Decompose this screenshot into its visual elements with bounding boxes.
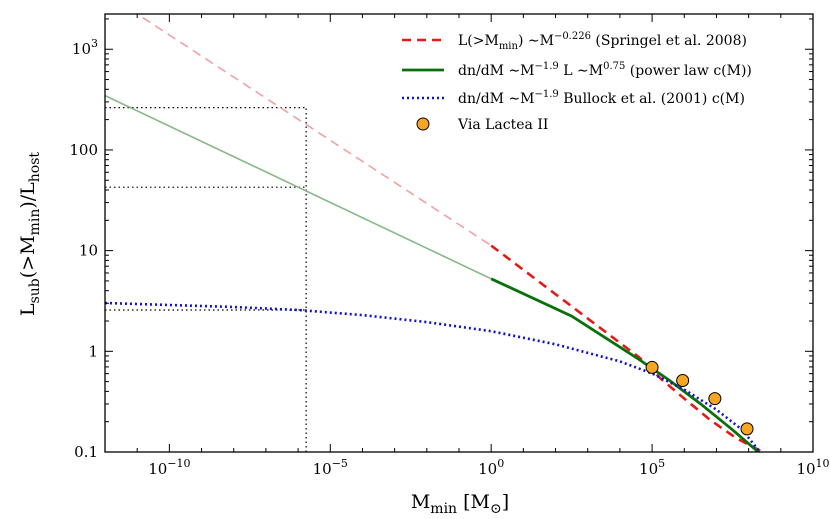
legend-label-bullock: dn/dM ∼M−1.9 Bullock et al. (2001) c(M) [458,89,745,107]
legend-label-via-lactea: Via Lactea II [457,117,548,133]
y-tick-label: 103 [72,37,98,58]
guide-lines [105,107,307,452]
series-springel-faint [135,14,492,247]
via-lactea-markers [645,360,754,436]
via-lactea-point [676,374,690,388]
series-bullock [105,301,760,451]
legend-marker-via-lactea [416,117,430,131]
via-lactea-point [708,392,722,406]
via-lactea-point [740,422,754,436]
y-tick-label: 0.1 [74,443,98,461]
axis-tick-labels: 10−10 10−5 100 105 1010 0.1 1 10 100 103 [69,37,829,478]
legend-label-springel: L(>Mmin) ∼M−0.226 (Springel et al. 2008) [458,31,747,52]
via-lactea-point [645,360,659,374]
plot-frame [104,13,814,453]
x-tick-label: 105 [639,457,665,478]
legend: L(>Mmin) ∼M−0.226 (Springel et al. 2008)… [402,31,752,133]
series-layer [105,14,766,452]
y-tick-label: 1 [88,342,98,360]
x-tick-label: 100 [478,457,504,478]
legend-label-power-law: dn/dM ∼M−1.9 L ∼M0.75 (power law c(M)) [458,61,752,79]
series-power-law-faint [105,94,492,280]
x-tick-label: 10−5 [313,457,348,478]
series-springel [490,244,766,452]
y-tick-label: 100 [69,141,98,159]
x-axis-title: Mmin [M⊙] [411,491,509,517]
series-power-law [490,277,760,452]
y-tick-label: 10 [79,242,98,260]
x-tick-label: 1010 [796,457,829,478]
y-axis-title: Lsub(>Mmin)/Lhost [17,152,43,316]
axis-ticks [104,14,814,453]
x-tick-label: 10−10 [148,457,190,478]
